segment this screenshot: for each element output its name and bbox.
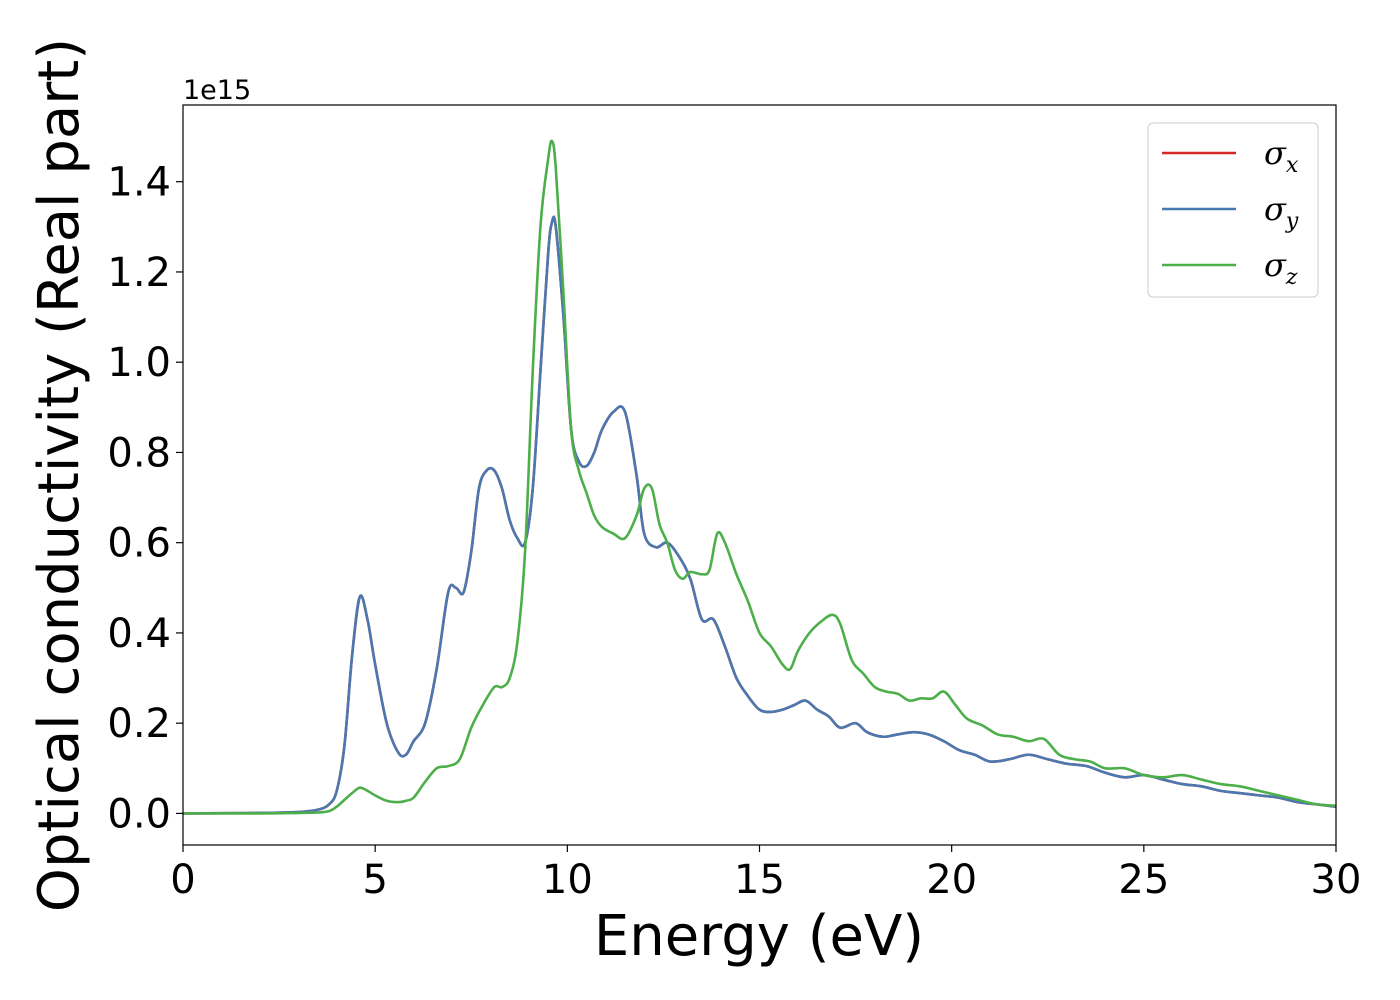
y-tick-label: 1.4 <box>107 160 171 206</box>
plot-lines <box>183 139 1336 815</box>
x-tick-label: 30 <box>1311 857 1362 903</box>
x-axis-label: Energy (eV) <box>594 904 924 969</box>
x-axis-ticks: 0 5 10 15 20 25 30 <box>170 845 1361 903</box>
legend-label-z: σz <box>1264 246 1298 290</box>
series-line-z <box>183 139 1336 815</box>
y-tick-label: 0.6 <box>107 521 171 567</box>
series-line-y <box>183 215 1336 815</box>
y-tick-label: 0.2 <box>107 701 171 747</box>
x-tick-label: 10 <box>542 857 593 903</box>
x-tick-label: 5 <box>362 857 387 903</box>
y-axis-label: Optical conductivity (Real part) <box>27 38 92 912</box>
y-tick-label: 1.0 <box>107 340 171 386</box>
x-tick-label: 0 <box>170 857 195 903</box>
y-axis-ticks: 0.0 0.2 0.4 0.6 0.8 1.0 1.2 1.4 <box>107 160 183 837</box>
x-tick-label: 15 <box>734 857 785 903</box>
y-tick-label: 0.0 <box>107 791 171 837</box>
legend-label-x: σx <box>1264 134 1299 178</box>
x-tick-label: 20 <box>926 857 977 903</box>
legend-label-y: σy <box>1264 190 1299 234</box>
x-tick-label: 25 <box>1118 857 1169 903</box>
legend: σx σy σz <box>1147 122 1319 298</box>
y-tick-label: 0.8 <box>107 430 171 476</box>
y-offset-label: 1e15 <box>183 75 251 106</box>
y-tick-label: 1.2 <box>107 250 171 296</box>
y-tick-label: 0.4 <box>107 611 171 657</box>
legend-entries: σx σy σz <box>1162 134 1299 290</box>
